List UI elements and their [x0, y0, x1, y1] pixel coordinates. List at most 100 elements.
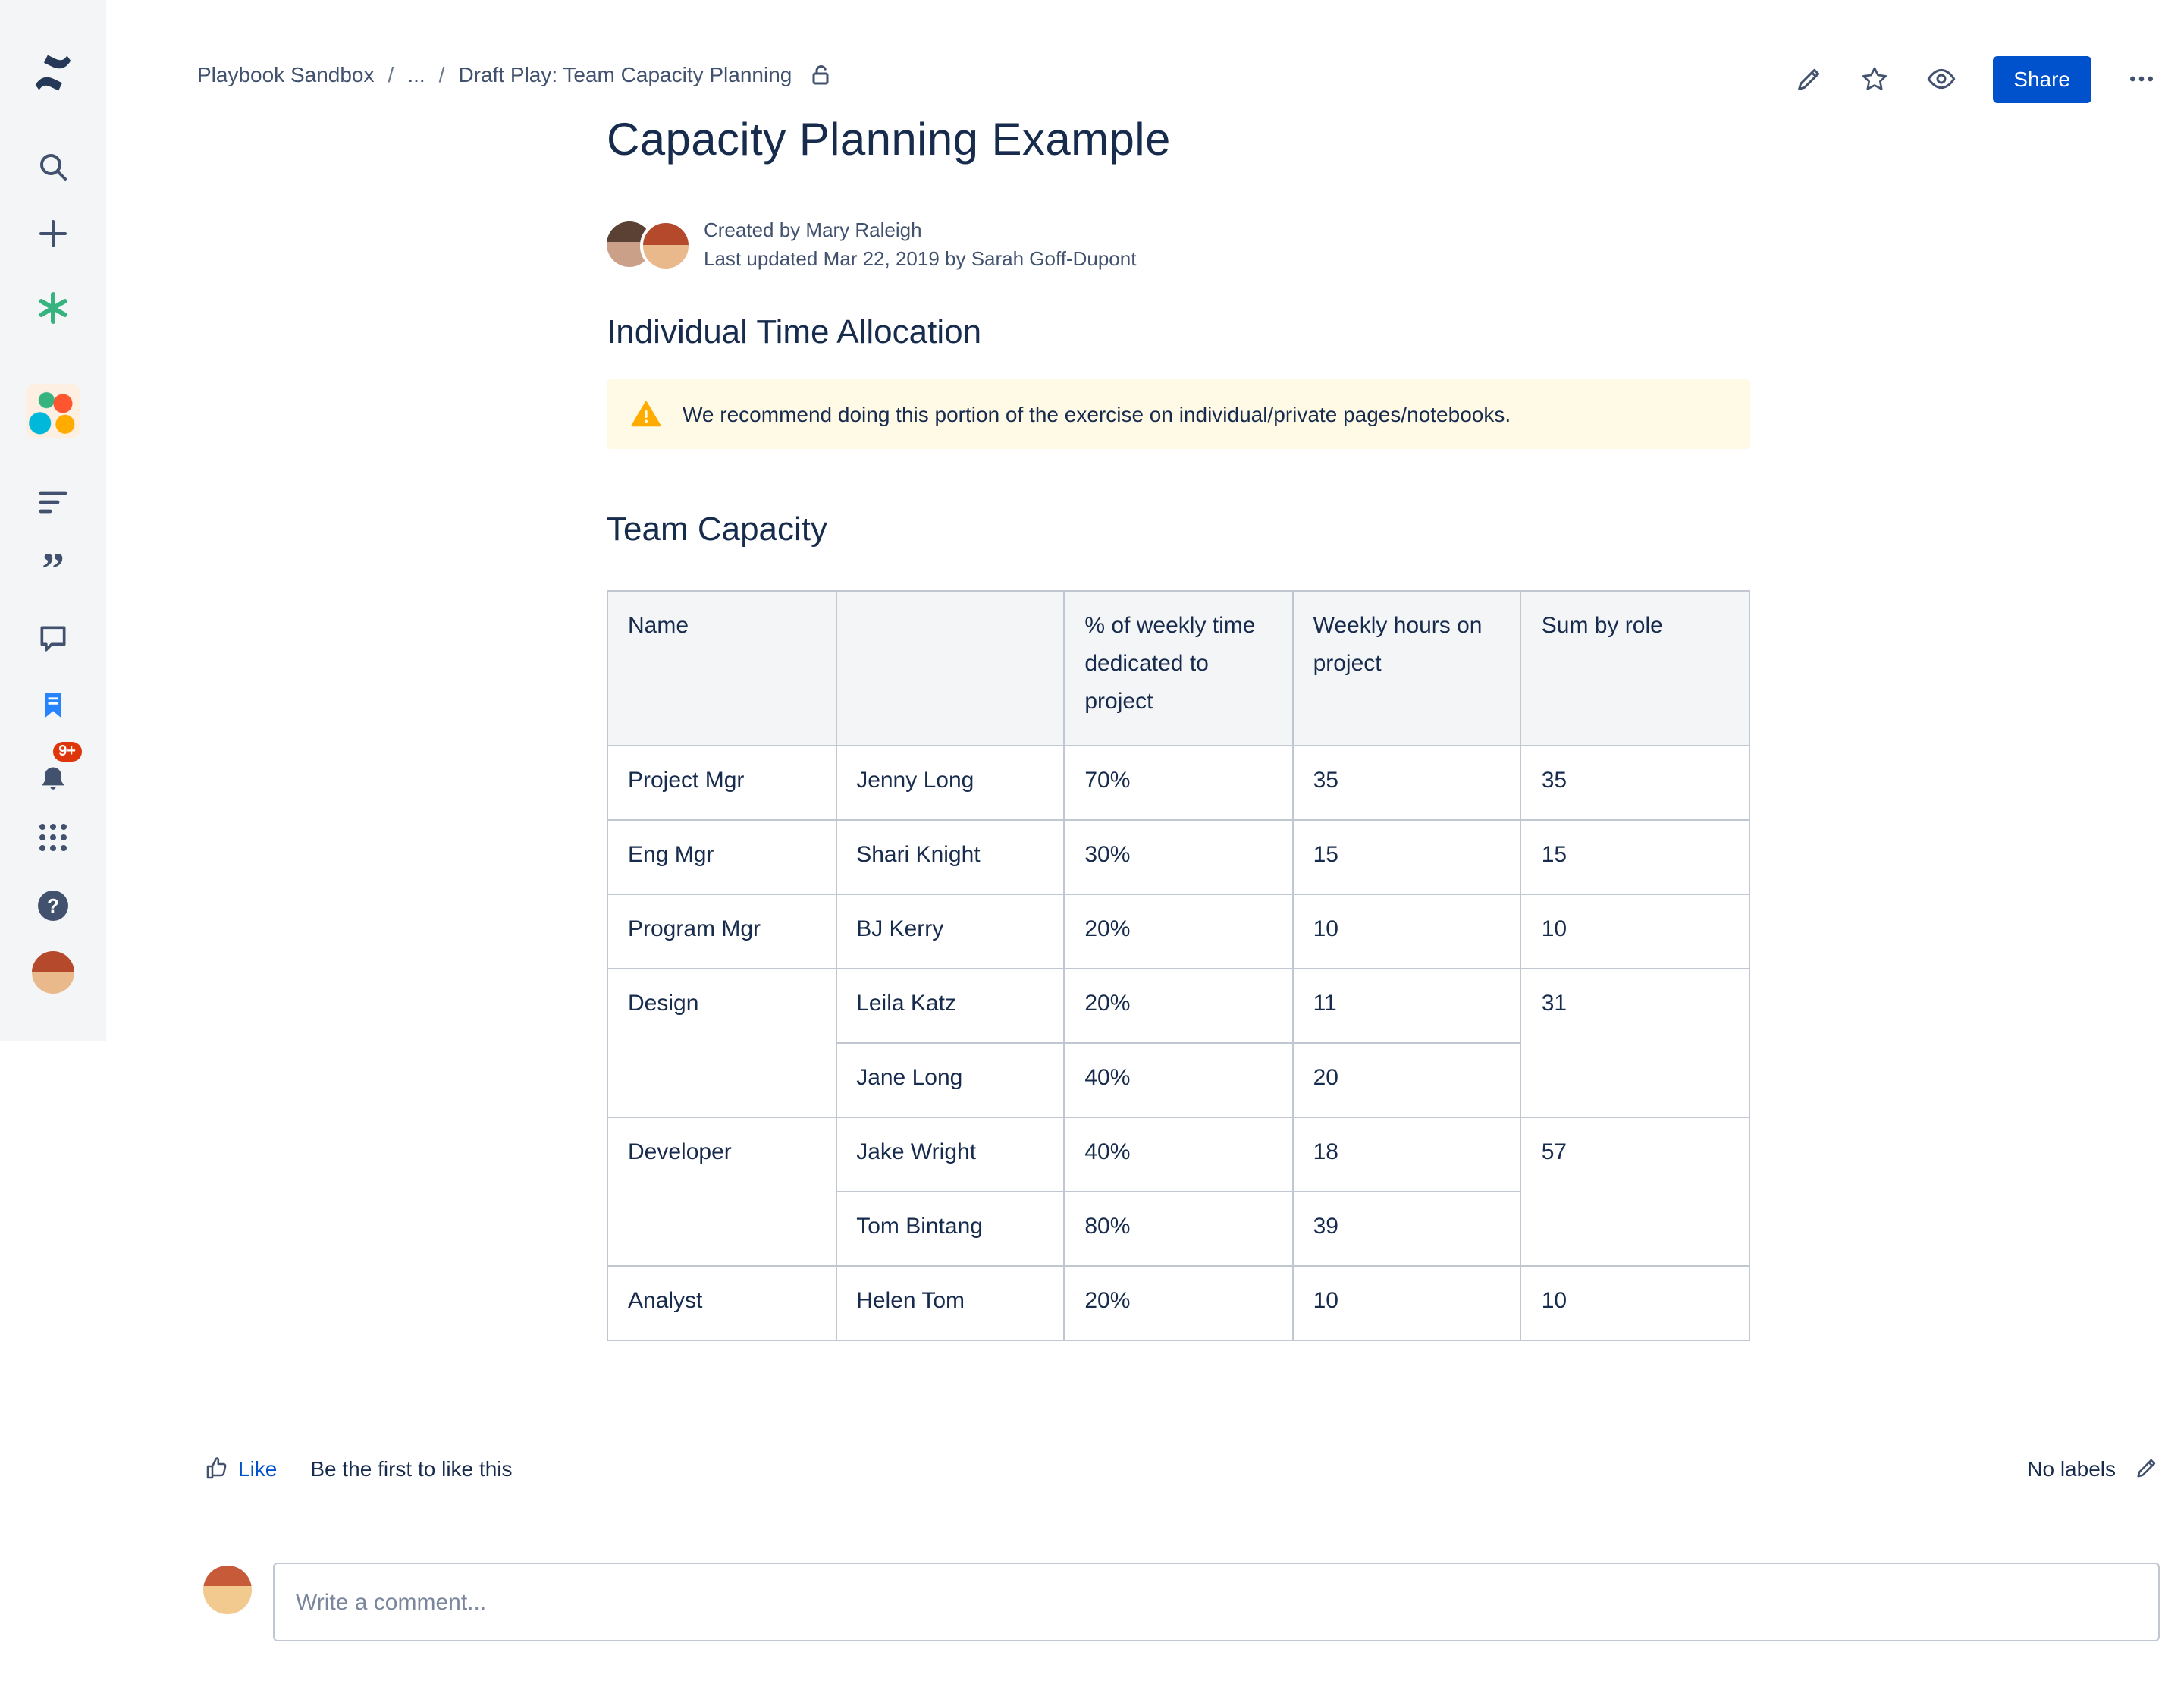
table-cell: 35	[1291, 745, 1522, 821]
comment-input[interactable]	[273, 1563, 2160, 1641]
breadcrumb-space-link[interactable]: Playbook Sandbox	[197, 62, 375, 86]
table-cell: 57	[1520, 1117, 1750, 1267]
comment-section	[203, 1563, 2160, 1641]
table-cell: 20%	[1063, 1265, 1294, 1341]
table-header-row: Name % of weekly time dedicated to proje…	[607, 590, 1750, 746]
table-cell: 70%	[1063, 745, 1294, 821]
breadcrumb: Playbook Sandbox / ... / Draft Play: Tea…	[197, 62, 833, 86]
table-row: Project Mgr Jenny Long 70% 35 35	[607, 745, 1750, 821]
table-cell: 15	[1520, 819, 1750, 895]
star-icon[interactable]	[1859, 64, 1889, 94]
section-heading-time-allocation: Individual Time Allocation	[607, 313, 982, 350]
page-title: Capacity Planning Example	[607, 115, 1171, 165]
table-cell: BJ Kerry	[835, 894, 1065, 969]
table-cell: 31	[1520, 968, 1750, 1118]
profile-avatar[interactable]	[32, 951, 74, 994]
team-capacity-table: Name % of weekly time dedicated to proje…	[607, 590, 1750, 1341]
table-row: Developer Jake Wright 40% 18 57	[607, 1117, 1750, 1267]
table-header-pct: % of weekly time dedicated to project	[1063, 590, 1294, 746]
like-icon[interactable]	[203, 1455, 231, 1482]
space-avatar[interactable]	[26, 384, 80, 438]
table-header-hours: Weekly hours on project	[1291, 590, 1522, 746]
table-header-blank	[835, 590, 1065, 746]
confluence-logo-icon[interactable]	[30, 50, 76, 96]
byline-avatars	[607, 220, 692, 272]
table-cell: 10	[1291, 1265, 1522, 1341]
table-row: Eng Mgr Shari Knight 30% 15 15	[607, 819, 1750, 895]
breadcrumb-ellipsis-link[interactable]: ...	[407, 62, 425, 86]
current-user-avatar[interactable]	[203, 1566, 252, 1614]
table-cell: Jake Wright	[835, 1117, 1065, 1192]
table-cell: Leila Katz	[835, 968, 1065, 1044]
warning-panel: We recommend doing this portion of the e…	[607, 379, 1750, 449]
labels-row: No labels	[2027, 1455, 2160, 1481]
more-actions-icon[interactable]	[2126, 64, 2157, 94]
edit-labels-icon[interactable]	[2134, 1455, 2160, 1481]
table-cell: 20%	[1063, 968, 1294, 1044]
table-cell: 10	[1520, 1265, 1750, 1341]
table-cell: 15	[1291, 819, 1522, 895]
table-cell: Jane Long	[835, 1042, 1065, 1118]
last-updated-text: Last updated Mar 22, 2019 by Sarah Goff-…	[704, 247, 1137, 270]
table-row: Jane Long 40% 20	[607, 1042, 1749, 1118]
editor-avatar[interactable]	[640, 220, 692, 272]
search-icon[interactable]	[35, 149, 71, 185]
table-cell: Project Mgr	[607, 745, 837, 821]
app-switcher-icon[interactable]	[36, 821, 70, 854]
table-cell: 35	[1520, 745, 1750, 821]
table-cell: 11	[1291, 968, 1522, 1044]
page-toolbar: Share	[1793, 55, 2157, 103]
table-cell: 20	[1291, 1042, 1522, 1118]
edit-icon[interactable]	[1793, 64, 1824, 94]
activity-icon[interactable]	[36, 487, 70, 517]
table-cell: 20%	[1063, 894, 1294, 969]
breadcrumb-separator: /	[388, 62, 394, 86]
app-rail: ” 9+	[0, 0, 106, 1041]
table-cell: 30%	[1063, 819, 1294, 895]
table-cell: Eng Mgr	[607, 819, 837, 895]
table-cell: Helen Tom	[835, 1265, 1065, 1341]
warning-text: We recommend doing this portion of the e…	[682, 402, 1511, 426]
table-header-sum: Sum by role	[1520, 590, 1750, 746]
breadcrumb-separator: /	[438, 62, 445, 86]
table-cell: Jenny Long	[835, 745, 1065, 821]
table-row: Analyst Helen Tom 20% 10 10	[607, 1265, 1750, 1341]
svg-text:?: ?	[47, 894, 59, 917]
table-cell: Tom Bintang	[835, 1191, 1065, 1267]
warning-icon	[631, 401, 661, 427]
table-cell: Developer	[607, 1117, 837, 1267]
table-cell: 80%	[1063, 1191, 1294, 1267]
breadcrumb-page-link[interactable]: Draft Play: Team Capacity Planning	[458, 62, 792, 86]
watch-eye-icon[interactable]	[1924, 64, 1957, 94]
unlock-icon[interactable]	[808, 62, 833, 86]
notification-badge: 9+	[52, 742, 82, 762]
table-cell: Program Mgr	[607, 894, 837, 969]
table-cell: 40%	[1063, 1042, 1294, 1118]
quote-icon[interactable]: ”	[42, 545, 64, 595]
table-cell: 10	[1291, 894, 1522, 969]
green-app-icon[interactable]	[35, 290, 71, 326]
share-button[interactable]: Share	[1992, 55, 2091, 102]
comments-icon[interactable]	[36, 622, 70, 655]
bookmark-icon[interactable]	[36, 689, 70, 722]
like-row: Like Be the first to like this	[203, 1455, 513, 1482]
like-button[interactable]: Like	[238, 1456, 278, 1481]
create-icon[interactable]	[35, 215, 71, 252]
table-cell: 10	[1520, 894, 1750, 969]
table-header-name: Name	[607, 590, 837, 746]
table-cell: 39	[1291, 1191, 1522, 1267]
table-row: Design Leila Katz 20% 11 31	[607, 968, 1750, 1118]
like-hint-text: Be the first to like this	[310, 1456, 513, 1481]
help-icon[interactable]: ?	[35, 887, 71, 924]
table-cell: 18	[1291, 1117, 1522, 1192]
section-heading-team-capacity: Team Capacity	[607, 510, 828, 548]
table-cell: 40%	[1063, 1117, 1294, 1192]
table-row: Program Mgr BJ Kerry 20% 10 10	[607, 894, 1750, 969]
table-row: Tom Bintang 80% 39	[607, 1191, 1749, 1267]
table-cell: Design	[607, 968, 837, 1118]
created-by-text: Created by Mary Raleigh	[704, 218, 922, 241]
byline: Created by Mary Raleigh Last updated Mar…	[607, 215, 1136, 273]
labels-text: No labels	[2027, 1456, 2116, 1480]
notifications-icon[interactable]: 9+	[33, 742, 82, 796]
